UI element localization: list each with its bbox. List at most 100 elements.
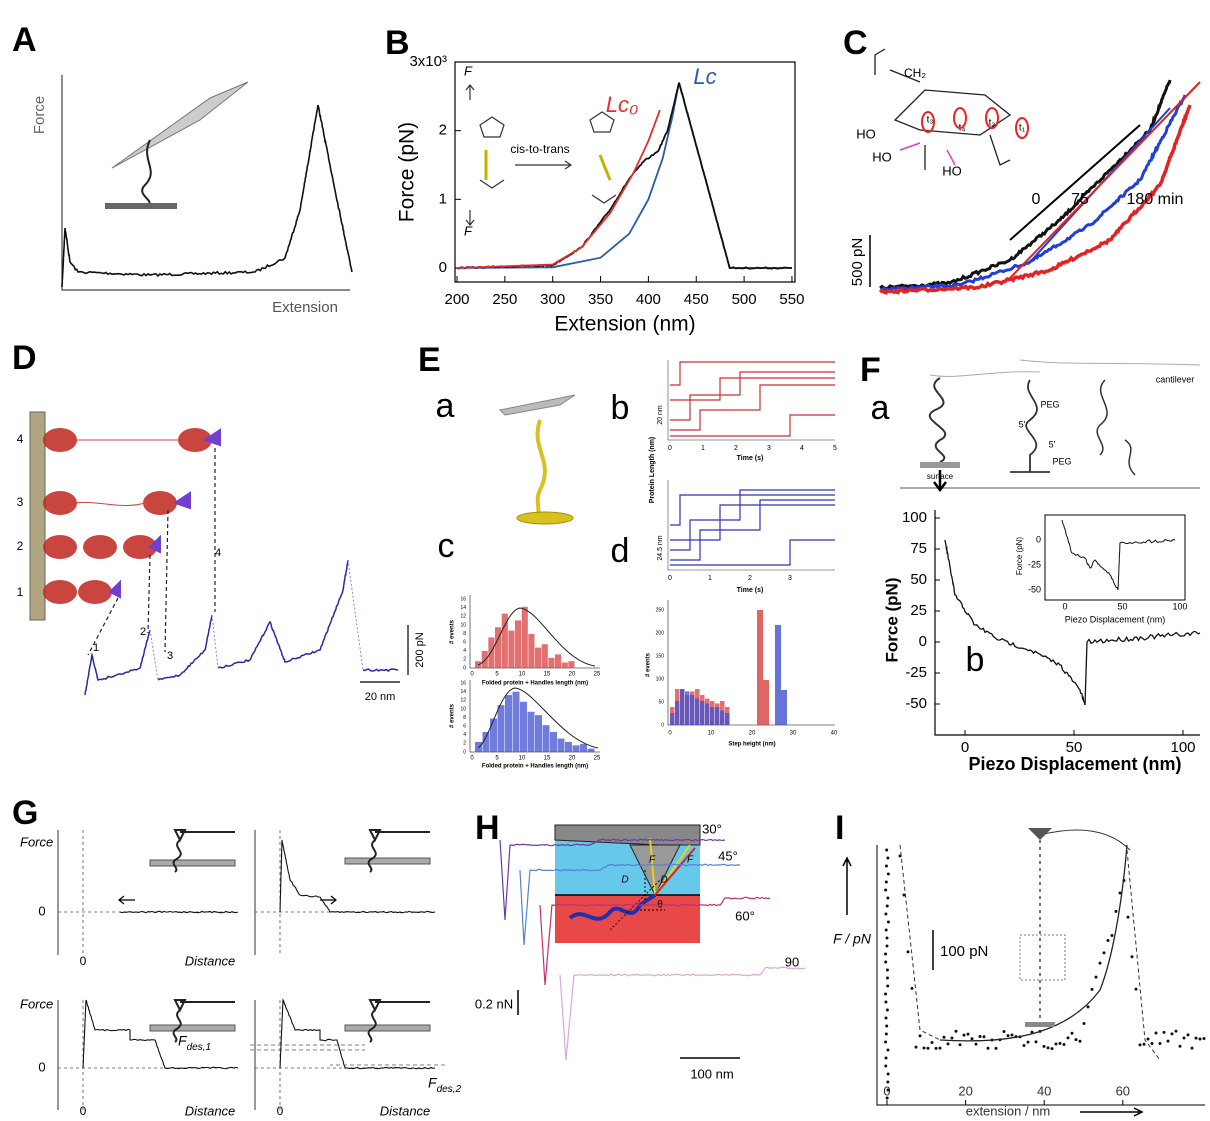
label: Force	[20, 834, 53, 849]
force-curve	[82, 999, 239, 1070]
inset-frame	[1044, 514, 1186, 601]
label: b	[611, 389, 630, 427]
hist-bar	[757, 610, 763, 725]
label: Force	[20, 996, 53, 1011]
surface	[344, 1024, 431, 1032]
y-axis-label: Force (pN)	[396, 122, 419, 222]
data-point	[1118, 891, 1122, 895]
molecule	[568, 893, 657, 921]
force-curve	[61, 104, 353, 288]
label: 0	[80, 1104, 87, 1118]
data-point	[974, 1042, 978, 1046]
axis	[61, 75, 350, 291]
data-point	[886, 920, 890, 924]
label: F / pN	[833, 931, 872, 947]
y-tick-label: 0	[1036, 534, 1041, 544]
data-point	[1194, 1036, 1198, 1040]
fit-curve	[477, 607, 596, 667]
data-point	[884, 1032, 888, 1036]
y-tick-label: 4	[463, 648, 466, 654]
label: # events	[646, 652, 652, 677]
y-tick-label: 250	[656, 607, 665, 613]
hist-bar	[675, 701, 680, 725]
hist-bar	[548, 657, 555, 668]
fit-line	[1009, 124, 1141, 241]
label: 1	[93, 642, 99, 654]
label: CH₂	[904, 66, 926, 80]
arrow	[465, 84, 573, 226]
cantilever	[1039, 829, 1131, 851]
y-tick-label: 2	[439, 122, 447, 139]
hist-bar	[685, 691, 690, 725]
data-point	[1030, 1030, 1034, 1034]
label: c	[438, 527, 455, 565]
surface	[105, 203, 177, 209]
data-point	[1086, 1005, 1090, 1009]
guide	[609, 870, 665, 931]
step-trace	[670, 499, 835, 561]
hist-bar	[555, 654, 562, 668]
x-tick-label: 550	[779, 291, 804, 308]
arrow	[899, 142, 956, 166]
data-point	[1162, 1030, 1166, 1034]
data-point	[978, 1034, 982, 1038]
label: 2	[17, 539, 24, 553]
x-tick-label: 40	[1037, 1083, 1051, 1098]
hist-bar	[561, 662, 568, 668]
label: 100 nm	[690, 1066, 733, 1081]
label: 100 pN	[940, 943, 988, 960]
data-point	[884, 1040, 888, 1044]
hist-bar	[508, 630, 515, 668]
label: Fdes,2	[428, 1075, 461, 1095]
force-curve	[84, 629, 151, 696]
data-point	[1130, 955, 1134, 959]
data-point	[934, 1046, 938, 1050]
force-vector	[654, 847, 696, 896]
data-point	[1066, 1036, 1070, 1040]
tip	[367, 999, 430, 1043]
data-point	[1050, 1047, 1054, 1051]
data-point	[910, 986, 914, 990]
label: b	[966, 641, 985, 679]
hist-bar	[565, 741, 572, 752]
label: surface	[927, 472, 954, 481]
label: HO	[942, 163, 962, 178]
x-tick-label: 15	[544, 756, 551, 762]
data-curve	[879, 94, 1187, 293]
fit-curve	[899, 844, 941, 1041]
y-tick-label: 4	[463, 732, 466, 738]
molecule	[479, 116, 505, 189]
force-curve	[499, 838, 726, 921]
data-point	[1022, 1044, 1026, 1048]
data-point	[885, 944, 889, 948]
step-trace	[670, 361, 835, 386]
x-tick-label: 25	[594, 756, 601, 762]
data-point	[942, 1035, 946, 1039]
label-subscript: des,1	[187, 1042, 211, 1053]
data-point	[1126, 915, 1130, 919]
x-tick-label: 25	[594, 672, 601, 678]
x-tick-label: 40	[831, 731, 838, 737]
step-trace	[670, 384, 835, 431]
label: Folded protein + Handles length (nm)	[482, 681, 588, 687]
hist-bar	[490, 718, 497, 752]
x-tick-label: 3	[767, 445, 771, 452]
x-tick-label: 30	[790, 731, 797, 737]
data-point	[1006, 1034, 1010, 1038]
fit-curve	[939, 844, 1128, 1042]
label: Time (s)	[737, 587, 764, 594]
label: F	[687, 855, 694, 866]
x-tick-label: 0	[1062, 601, 1067, 611]
data-curve	[878, 104, 1192, 295]
label: Step height (nm)	[728, 742, 775, 748]
label: Time (s)	[737, 455, 764, 462]
tip	[108, 428, 221, 599]
hist-bar	[568, 661, 575, 668]
hist-bar	[497, 705, 505, 752]
x-tick-label: 0	[961, 739, 969, 756]
hist-bar	[535, 715, 542, 752]
data-point	[1074, 1038, 1078, 1042]
fit-curve	[477, 687, 599, 749]
x-tick-label: 15	[544, 672, 551, 678]
label: extension / nm	[966, 1103, 1051, 1118]
